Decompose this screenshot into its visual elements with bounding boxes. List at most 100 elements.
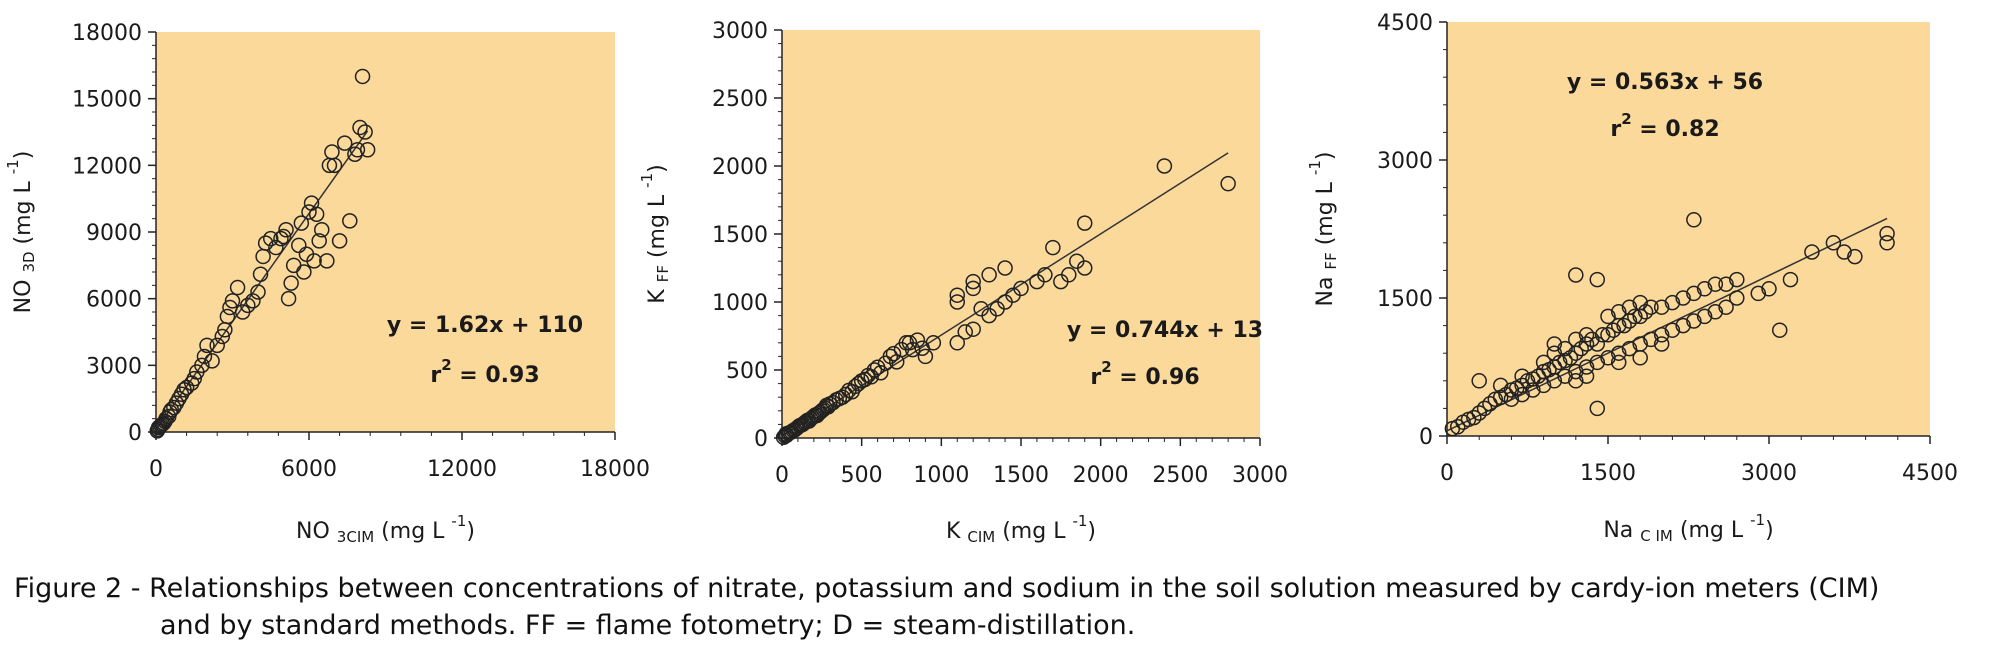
data-point (1535, 377, 1552, 394)
data-point (1605, 322, 1622, 338)
y-tick-label: 0 (754, 427, 768, 452)
x-axis-label: Na C IM (mg L -1) (1603, 511, 1773, 545)
data-point (949, 294, 966, 310)
data-point (1718, 299, 1734, 315)
y-tick-label: 2000 (712, 155, 768, 180)
data-point (904, 341, 921, 358)
plot-area (156, 32, 615, 432)
plot-area (782, 30, 1260, 438)
x-axis-label: K CIM (mg L -1) (946, 512, 1096, 546)
data-point (268, 239, 284, 256)
data-point (1610, 345, 1627, 361)
data-point (1847, 248, 1863, 265)
x-tick-label: 6000 (281, 457, 337, 482)
data-point (981, 267, 997, 283)
data-point (1514, 368, 1530, 384)
data-point (306, 253, 322, 269)
data-point (1045, 239, 1061, 256)
y-axis-label: Na FF (mg L -1) (1306, 152, 1340, 307)
x-tick-label: 2500 (1152, 463, 1208, 488)
data-point (1584, 331, 1600, 348)
data-point (196, 348, 213, 365)
r-squared: r2 = 0.93 (430, 356, 539, 388)
regression-line (155, 130, 369, 430)
data-point (1696, 308, 1713, 325)
r-squared: r2 = 0.96 (1090, 358, 1199, 390)
data-point (1589, 354, 1606, 371)
y-tick-label: 1000 (712, 291, 768, 316)
data-point (1616, 317, 1632, 334)
data-point (1514, 386, 1530, 403)
x-tick-label: 500 (841, 463, 883, 488)
data-point (214, 328, 231, 345)
data-point (873, 364, 889, 381)
chart-panel-2: 0 500 1000 1500 2000 2500 3000 0 500 1000 1500 2000… (638, 19, 1288, 546)
data-point (1771, 322, 1788, 338)
data-point (1546, 336, 1563, 352)
data-point (240, 297, 256, 314)
y-tick-label: 2500 (712, 87, 768, 112)
data-point (1621, 340, 1638, 357)
y-tick-label: 0 (128, 421, 142, 446)
data-point (1600, 350, 1616, 366)
x-tick-label: 4500 (1902, 461, 1958, 486)
data-point (349, 142, 366, 158)
data-point (1573, 340, 1589, 357)
data-point (308, 206, 325, 222)
data-point (331, 233, 348, 249)
y-tick-label: 3000 (1377, 149, 1433, 174)
data-point (965, 273, 981, 290)
caption-line-1: Figure 2 - Relationships between concent… (14, 573, 1880, 604)
data-point (1471, 373, 1487, 389)
data-point (1076, 260, 1093, 276)
data-point (263, 230, 279, 247)
data-point (1076, 215, 1093, 231)
data-point (1675, 317, 1691, 334)
chart-panel-1: 0 3000 6000 9000 12000 15000 18000 0 6000 12000 18… (4, 21, 650, 546)
data-point (1568, 373, 1584, 389)
data-point (1557, 340, 1573, 357)
data-point (352, 119, 368, 136)
data-point (224, 293, 241, 309)
data-point (1610, 304, 1627, 320)
data-point (1686, 313, 1702, 329)
data-point (1471, 405, 1487, 421)
data-point (357, 124, 373, 140)
data-point (1627, 308, 1643, 325)
data-point (245, 293, 261, 309)
x-tick-label: 1500 (1580, 461, 1636, 486)
data-point (1578, 359, 1595, 375)
data-point (1836, 244, 1852, 260)
data-point (1664, 322, 1681, 338)
data-point (1761, 281, 1777, 297)
data-point (1675, 290, 1691, 306)
data-point (1578, 336, 1595, 352)
data-point (1610, 354, 1627, 371)
data-point (1600, 308, 1616, 325)
data-point (1535, 354, 1552, 371)
y-tick-label: 6000 (86, 288, 142, 313)
y-tick-label: 9000 (86, 221, 142, 246)
data-point (1061, 267, 1077, 283)
data-point (1568, 331, 1584, 348)
data-point (909, 332, 926, 348)
data-point (1621, 299, 1638, 315)
data-point (1804, 244, 1820, 260)
data-point (354, 68, 371, 85)
data-point (1449, 419, 1466, 435)
data-point (1594, 327, 1611, 343)
data-point (1568, 267, 1584, 283)
data-point (1729, 290, 1745, 306)
data-point (949, 287, 966, 303)
y-tick-label: 12000 (72, 154, 142, 179)
data-point (1643, 331, 1659, 348)
data-point (204, 353, 220, 369)
data-point (1156, 158, 1173, 174)
data-point (1750, 285, 1767, 302)
data-point (1013, 280, 1029, 297)
figure-caption: Figure 2 - Relationships between concent… (14, 570, 1989, 644)
data-point (1600, 327, 1616, 343)
data-point (278, 222, 294, 238)
y-tick-label: 4500 (1377, 11, 1433, 36)
